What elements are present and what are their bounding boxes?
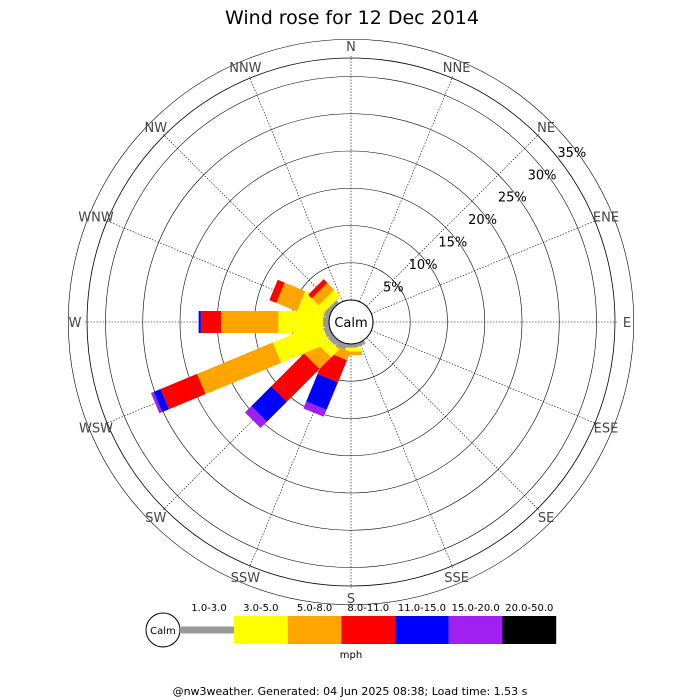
grid-ring-20 (179, 150, 523, 494)
calm-circle: Calm (328, 299, 374, 345)
legend-swatch-11.0-15.0 (395, 616, 449, 644)
direction-label-W: W (69, 316, 82, 331)
direction-label-SSW: SSW (231, 571, 261, 586)
direction-label-SSE: SSE (444, 571, 469, 586)
ring-label-10: 10% (409, 258, 438, 273)
direction-label-NNE: NNE (443, 61, 471, 76)
bar-WNW-1.0-3.0 (323, 306, 333, 319)
bar-WNW-8.0-11.0 (269, 279, 285, 303)
legend-swatch-15.0-20.0 (448, 616, 503, 644)
bar-SW-11.0-15.0 (251, 386, 287, 422)
calm-label: Calm (334, 316, 367, 331)
bar-WSW-5.0-8.0 (197, 342, 282, 395)
bar-SW-8.0-11.0 (271, 353, 320, 402)
bar-S-1.0-3.0 (346, 344, 356, 348)
spoke-NW (162, 133, 336, 307)
legend-calm-circle (145, 612, 181, 648)
spoke-ESE (371, 330, 597, 425)
grid-ring-35 (67, 38, 635, 606)
direction-label-ENE: ENE (593, 210, 619, 225)
legend-swatch-8.0-11.0 (341, 616, 396, 644)
bar-NW-8.0-11.0 (308, 279, 328, 299)
legend: Calm 1.0-3.0 3.0-5.0 5.0-8.0 8.0-11.0 11.0-1… (145, 603, 557, 661)
ring-label-15: 15% (438, 236, 467, 251)
direction-label-SW: SW (145, 511, 166, 526)
direction-label-NW: NW (145, 121, 168, 136)
bar-W-11.0-15.0 (198, 311, 201, 333)
chart-title: Wind rose for 12 Dec 2014 (225, 7, 479, 29)
bar-WSW-11.0-15.0 (153, 388, 170, 413)
legend-label-1.0-3.0: 1.0-3.0 (191, 603, 226, 614)
wind-bars (150, 279, 366, 429)
bar-SSE-1.0-3.0 (354, 340, 366, 348)
ring-labels: 5% 10%15%20%25%30%35% (383, 146, 586, 296)
legend-swatch-3.0-5.0 (234, 616, 288, 644)
ring-label-20: 20% (468, 213, 497, 228)
bar-WSW-8.0-11.0 (160, 373, 206, 410)
bar-NW-3.0-5.0 (318, 289, 341, 312)
direction-label-WSW: WSW (79, 422, 113, 437)
direction-label-NE: NE (537, 121, 555, 136)
bar-SW-1.0-3.0 (327, 334, 339, 346)
spoke-SSE (359, 342, 454, 568)
legend-swatch-20.0-50.0 (502, 616, 557, 644)
direction-label-SE: SE (538, 511, 554, 526)
direction-label-ESE: ESE (594, 422, 619, 437)
spoke-ENE (371, 219, 597, 314)
legend-unit: mph (340, 650, 362, 661)
legend-calm-label: Calm (150, 626, 176, 637)
bar-SSW-1.0-3.0 (335, 340, 348, 350)
legend-label-11.0-15.0: 11.0-15.0 (398, 603, 446, 614)
direction-label-E: E (623, 316, 631, 331)
spoke-NNE (359, 76, 454, 302)
direction-label-N: N (346, 40, 356, 55)
bar-W-8.0-11.0 (200, 311, 221, 333)
footer-text: @nw3weather. Generated: 04 Jun 2025 08:3… (173, 685, 528, 698)
ring-label-35: 35% (557, 146, 586, 161)
bar-NW-1.0-3.0 (329, 300, 339, 310)
direction-label-WNW: WNW (78, 210, 114, 225)
legend-label-20.0-50.0: 20.0-50.0 (505, 603, 553, 614)
bar-SSW-15.0-20.0 (303, 401, 327, 417)
legend-label-3.0-5.0: 3.0-5.0 (243, 603, 278, 614)
spoke-SE (366, 337, 540, 511)
direction-labels: N NNE NE ENE E ESE SE SSE S SSW SW WSW W WNW NW NNW (69, 40, 632, 607)
legend-swatch-5.0-8.0 (287, 616, 342, 644)
bar-SW-15.0-20.0 (244, 406, 267, 429)
bar-NW-5.0-8.0 (311, 282, 335, 306)
bar-W-5.0-8.0 (220, 311, 279, 333)
legend-label-8.0-11.0: 8.0-11.0 (347, 603, 389, 614)
bar-WSW-1.0-3.0 (323, 325, 333, 338)
spoke-NNW (248, 76, 343, 302)
bar-SSW-11.0-15.0 (306, 373, 338, 410)
direction-label-NNW: NNW (229, 61, 261, 76)
ring-label-5: 5% (383, 280, 404, 295)
bar-W-1.0-3.0 (323, 317, 329, 327)
bar-WSW-15.0-20.0 (150, 391, 163, 414)
bar-WNW-5.0-8.0 (276, 282, 306, 312)
legend-label-15.0-20.0: 15.0-20.0 (452, 603, 500, 614)
direction-label-S: S (347, 592, 355, 607)
ring-label-25: 25% (498, 191, 527, 206)
legend-label-5.0-8.0: 5.0-8.0 (297, 603, 332, 614)
outer-ring (86, 57, 616, 587)
ring-label-30: 30% (528, 168, 557, 183)
